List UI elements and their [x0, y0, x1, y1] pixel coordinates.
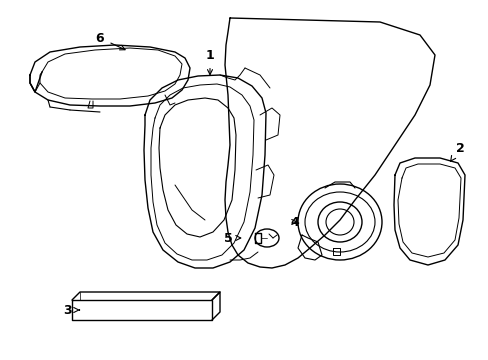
Text: 2: 2 — [450, 141, 464, 161]
Text: 3: 3 — [63, 303, 79, 316]
Text: 5: 5 — [223, 231, 240, 244]
Text: 4: 4 — [290, 216, 299, 229]
Text: 6: 6 — [96, 32, 125, 50]
Text: 1: 1 — [205, 49, 214, 75]
